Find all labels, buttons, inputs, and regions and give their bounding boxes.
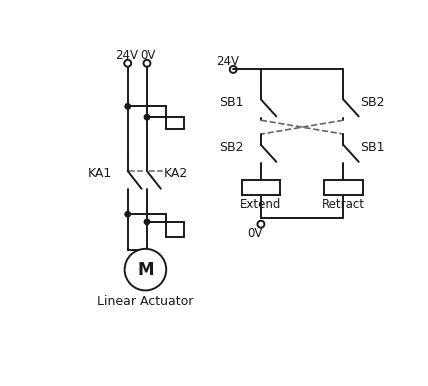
Circle shape: [144, 115, 150, 120]
Text: 0V: 0V: [140, 49, 155, 62]
Text: SB1: SB1: [360, 141, 385, 154]
Circle shape: [125, 104, 131, 109]
Text: 0V: 0V: [247, 227, 262, 240]
Circle shape: [144, 219, 150, 225]
Text: KA1: KA1: [88, 167, 112, 180]
Bar: [324, 179, 363, 195]
Text: 24V: 24V: [216, 55, 239, 68]
Text: Linear Actuator: Linear Actuator: [97, 295, 193, 308]
Text: KA2: KA2: [164, 167, 188, 180]
Text: SB1: SB1: [220, 96, 244, 109]
Text: Extend: Extend: [240, 198, 282, 211]
Circle shape: [125, 212, 131, 217]
Circle shape: [125, 249, 166, 290]
Text: Retract: Retract: [322, 198, 365, 211]
Text: 24V: 24V: [116, 49, 138, 62]
Text: M: M: [137, 261, 154, 279]
Text: KA2: KA2: [331, 181, 355, 194]
Text: SB2: SB2: [360, 96, 385, 109]
Text: SB2: SB2: [220, 141, 244, 154]
Text: KA1: KA1: [249, 181, 273, 194]
Bar: [242, 179, 280, 195]
